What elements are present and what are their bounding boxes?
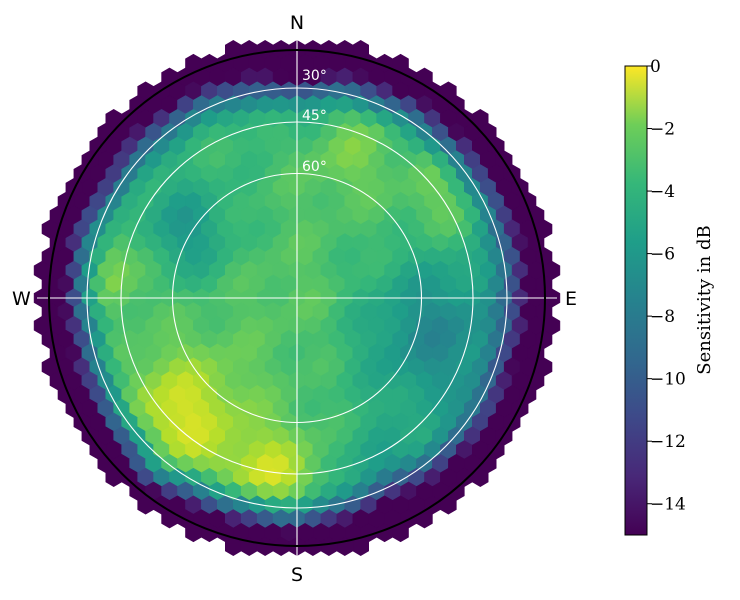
colorbar-ticks: 0 −2 −4 −6 −8 −10 −12 −14 — [647, 57, 686, 515]
compass-west: W — [12, 288, 31, 310]
colorbar-tick-label: −8 — [650, 307, 675, 327]
colorbar-tick-label: −6 — [650, 245, 675, 265]
ring-label-60: 60° — [302, 159, 327, 175]
colorbar-tick-label: −4 — [650, 182, 675, 202]
compass-north: N — [290, 12, 304, 34]
elevation-grid — [37, 38, 557, 558]
colorbar-tick-label: −10 — [650, 370, 686, 390]
colorbar-tick-label: −2 — [650, 120, 675, 140]
ring-label-45: 45° — [302, 108, 327, 124]
colorbar-tick-label: −14 — [650, 495, 686, 515]
colorbar: 0 −2 −4 −6 −8 −10 −12 −14 Sensitivity in dB — [624, 57, 715, 536]
ring-label-30: 30° — [302, 68, 327, 84]
hex-cell — [471, 467, 489, 487]
compass-south: S — [291, 564, 303, 586]
hex-cell — [440, 495, 457, 515]
colorbar-tick-label: −12 — [650, 432, 686, 452]
sensitivity-hexbin-map — [33, 40, 561, 556]
colorbar-label: Sensitivity in dB — [694, 225, 715, 374]
horizon-circle — [48, 49, 546, 547]
compass-east: E — [565, 288, 577, 310]
colorbar-tick-label: 0 — [650, 57, 661, 77]
colorbar-gradient — [624, 65, 648, 536]
